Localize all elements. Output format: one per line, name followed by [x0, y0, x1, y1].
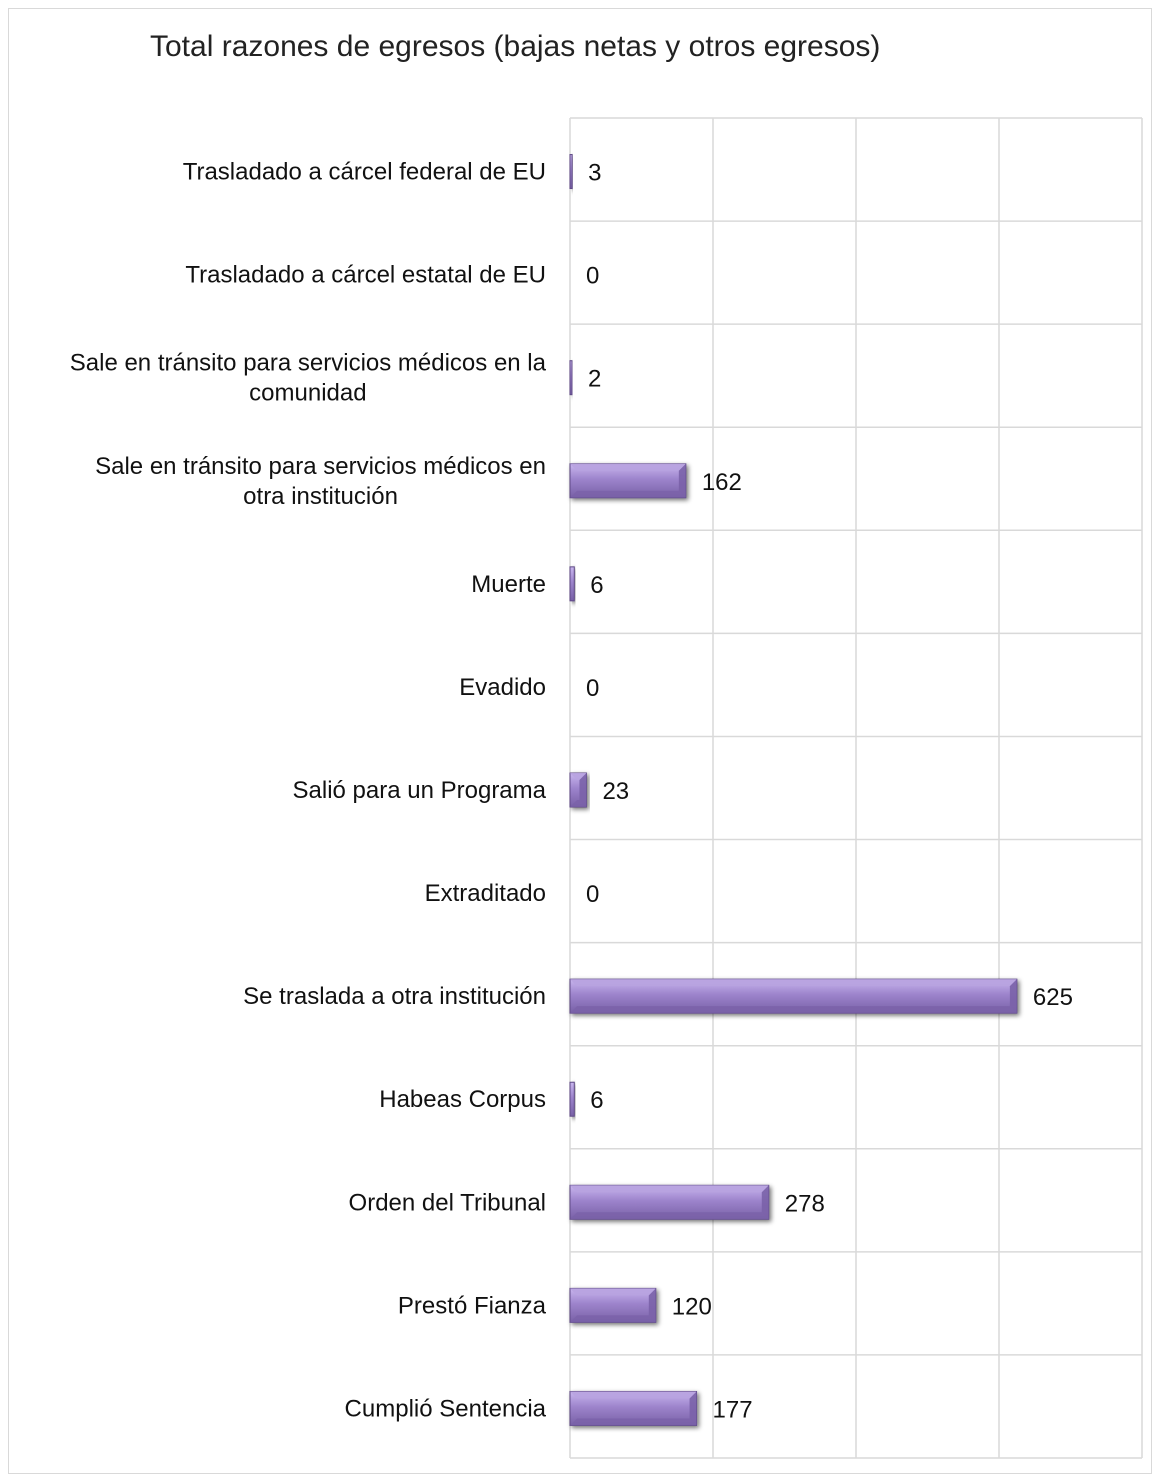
category-label: Evadido: [459, 674, 546, 701]
category-label: Habeas Corpus: [379, 1086, 546, 1113]
category-label: Extraditado: [425, 880, 546, 907]
bar: [569, 463, 687, 499]
gridlines: [569, 117, 1143, 1459]
category-label: Trasladado a cárcel federal de EU: [183, 159, 546, 186]
value-label: 6: [590, 572, 603, 599]
category-labels: Trasladado a cárcel federal de EU Traslad…: [70, 159, 547, 1423]
bar: [569, 1184, 770, 1220]
bar: [569, 566, 575, 602]
value-label: 0: [586, 675, 599, 702]
bar: [569, 360, 573, 396]
category-label: Sale en tránsito para servicios médicos …: [70, 350, 547, 407]
value-label: 6: [590, 1087, 603, 1114]
value-label: 0: [586, 263, 599, 290]
bar: [569, 1390, 698, 1426]
category-label: Se traslada a otra institución: [243, 983, 546, 1010]
bar: [569, 772, 587, 808]
chart-frame: [8, 8, 1152, 1474]
category-label: Cumplió Sentencia: [345, 1395, 547, 1422]
value-label: 625: [1033, 984, 1073, 1011]
value-label: 2: [588, 366, 601, 393]
value-label: 0: [586, 881, 599, 908]
category-label: Sale en tránsito para servicios médicos …: [95, 453, 546, 510]
value-label: 23: [602, 778, 629, 805]
category-label: Salió para un Programa: [293, 777, 547, 804]
value-label: 177: [713, 1396, 753, 1423]
category-label: Trasladado a cárcel estatal de EU: [185, 262, 546, 289]
bar: [569, 1081, 575, 1117]
value-label: 3: [588, 160, 601, 187]
value-label: 278: [785, 1190, 825, 1217]
category-label: Muerte: [471, 571, 546, 598]
category-label: Orden del Tribunal: [349, 1189, 546, 1216]
chart-title: Total razones de egresos (bajas netas y …: [150, 30, 881, 63]
bars: [569, 154, 1018, 1426]
bar: [569, 154, 573, 190]
value-label: 120: [672, 1293, 712, 1320]
bar: [569, 978, 1018, 1014]
bar: [569, 1287, 657, 1323]
value-label: 162: [702, 469, 742, 496]
value-labels: 3 0 2 162 6 0 23 0 625 6 278 120 177: [586, 160, 1073, 1424]
category-label: Prestó Fianza: [398, 1292, 547, 1319]
